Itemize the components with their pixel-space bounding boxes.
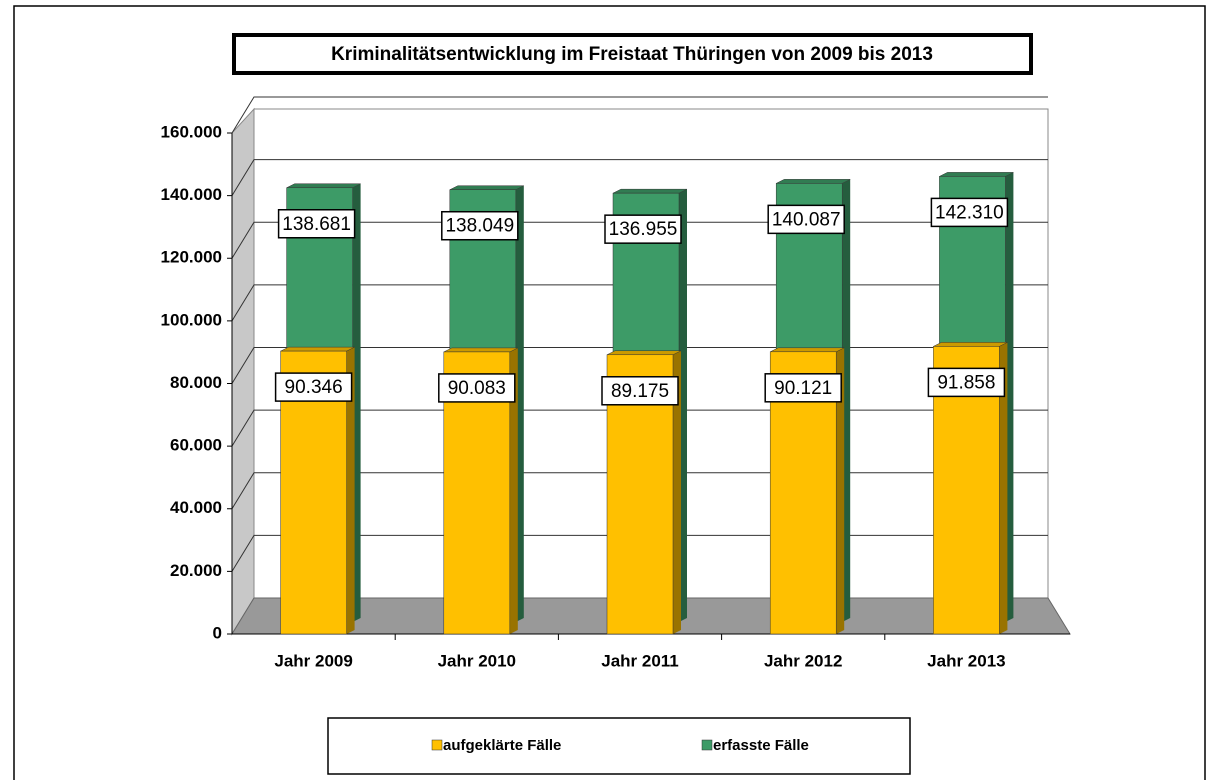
bar-front-top <box>770 347 845 353</box>
bar-back-top <box>612 188 688 194</box>
data-label: 140.087 <box>772 209 841 230</box>
legend-label: erfasste Fälle <box>713 737 809 754</box>
data-label-box <box>604 214 682 244</box>
legend-swatch <box>701 739 713 751</box>
legend-swatch <box>431 739 443 751</box>
y-tick-label: 160.000 <box>161 122 222 141</box>
data-label-box <box>764 373 842 403</box>
x-tick-label: Jahr 2012 <box>764 651 842 670</box>
y-tick-label: 40.000 <box>170 498 222 517</box>
bar-front-top <box>443 347 518 353</box>
bar-front-side <box>999 342 1008 634</box>
data-label-box <box>930 197 1009 228</box>
data-label: 90.121 <box>774 378 832 399</box>
y-tick-label: 80.000 <box>170 373 222 392</box>
side-wall <box>231 107 255 636</box>
legend-box <box>327 717 911 775</box>
data-label-box <box>601 376 679 406</box>
legend-label: aufgeklärte Fälle <box>443 737 561 754</box>
y-tick-label: 120.000 <box>161 248 222 267</box>
grid-line <box>231 159 1048 196</box>
bar-front-top <box>933 342 1008 347</box>
y-tick-label: 60.000 <box>170 436 222 455</box>
data-label: 91.858 <box>937 372 995 393</box>
bar-front-side <box>836 347 845 634</box>
data-label-box <box>274 372 353 402</box>
bar-front-side <box>346 347 355 634</box>
data-label-box <box>441 210 519 241</box>
bar-back-top <box>286 183 361 189</box>
data-label: 142.310 <box>935 202 1004 223</box>
x-tick-label: Jahr 2011 <box>601 651 679 670</box>
title-box <box>232 33 1033 75</box>
data-label: 138.681 <box>282 214 351 235</box>
data-label: 89.175 <box>611 381 669 402</box>
bar-back-top <box>449 185 524 190</box>
bar-back-top <box>776 179 851 184</box>
bar-front-side <box>509 347 518 634</box>
bar-front-top <box>606 350 682 356</box>
data-label: 138.049 <box>445 216 514 237</box>
bar-back-top <box>939 172 1014 177</box>
chart-title: Kriminalitätsentwicklung im Freistaat Th… <box>331 44 933 65</box>
x-tick-label: Jahr 2010 <box>438 651 516 670</box>
x-tick-label: Jahr 2013 <box>927 651 1005 670</box>
data-label: 90.083 <box>448 378 506 399</box>
data-label: 136.955 <box>609 219 678 240</box>
data-label-box <box>927 367 1006 398</box>
y-tick-label: 100.000 <box>161 310 222 329</box>
y-tick-label: 0 <box>213 623 222 642</box>
bar-front-top <box>280 346 355 352</box>
data-label-box <box>438 373 516 403</box>
data-label: 90.346 <box>285 377 343 398</box>
bar-front-side <box>673 350 681 634</box>
y-tick-label: 140.000 <box>161 185 222 204</box>
data-label-box <box>277 209 356 239</box>
x-tick-label: Jahr 2009 <box>274 651 352 670</box>
data-label-box <box>767 204 845 235</box>
grid-line <box>231 96 1048 134</box>
y-tick-label: 20.000 <box>170 561 222 580</box>
